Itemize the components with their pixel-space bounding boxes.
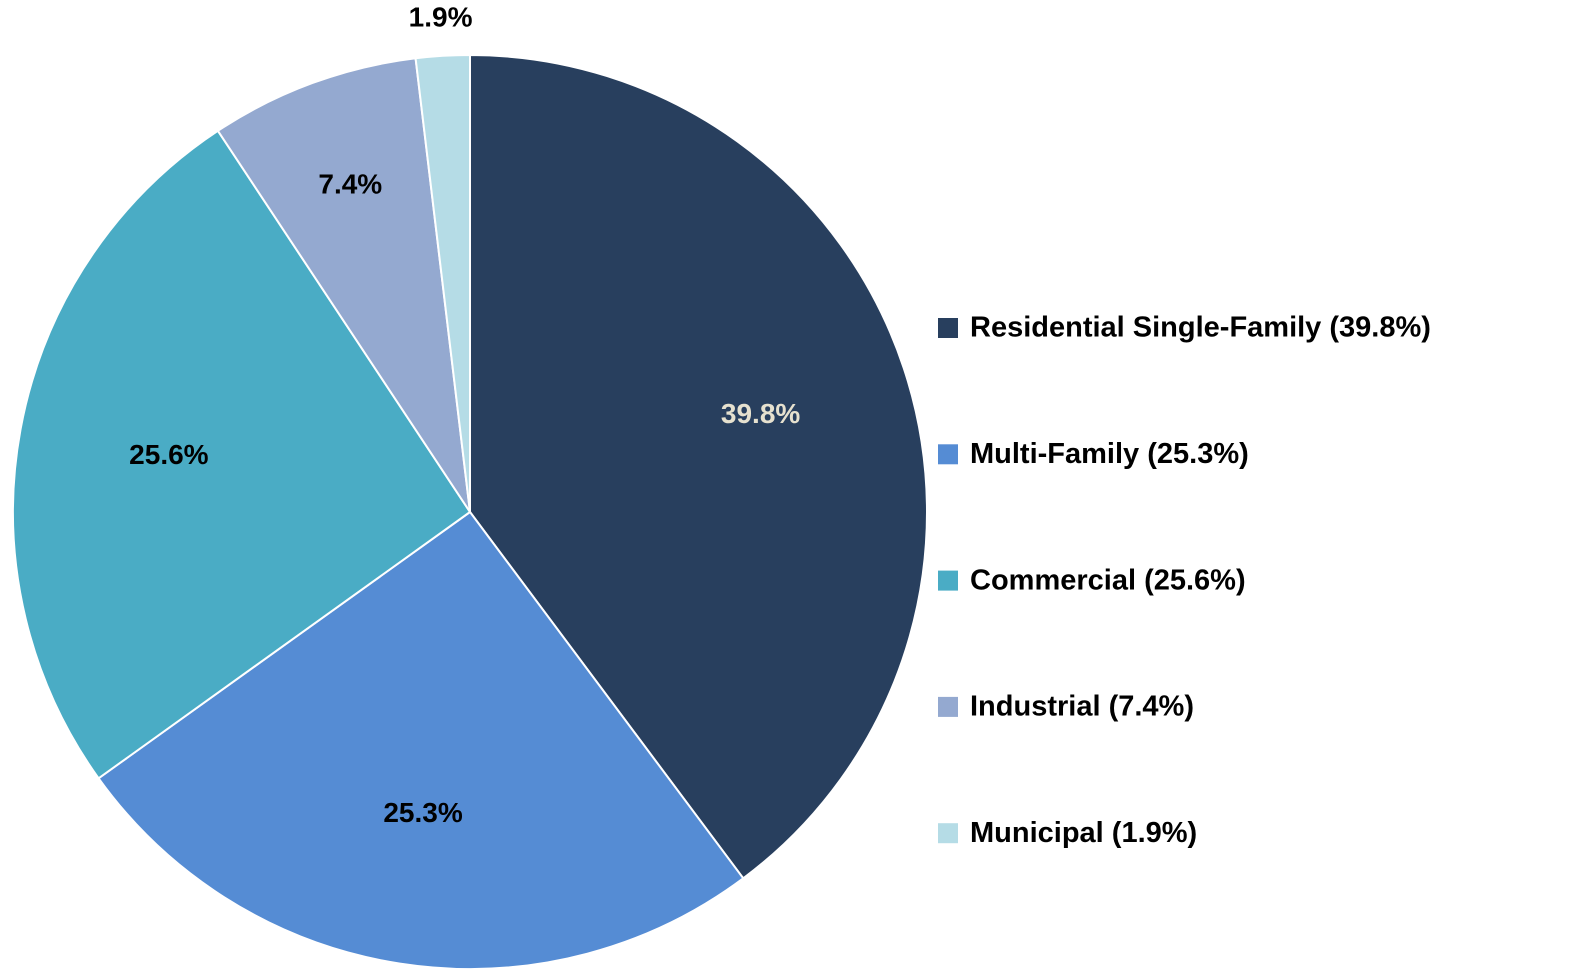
legend-swatch [938,570,958,591]
legend-label: Municipal (1.9%) [970,817,1197,849]
legend-label: Residential Single-Family (39.8%) [970,312,1431,344]
data-label: 25.3% [383,797,462,828]
legend-swatch [938,823,958,844]
legend-swatch [938,318,958,338]
legend-swatch [938,696,958,717]
data-label: 7.4% [318,168,382,199]
legend-label: Industrial (7.4%) [970,691,1194,723]
data-label: 1.9% [409,2,473,33]
legend-swatch [938,444,958,465]
legend-label: Commercial (25.6%) [970,564,1246,596]
pie-slice [12,129,472,780]
pie-slice [414,53,471,513]
legend-label: Multi-Family (25.3%) [970,438,1249,470]
pie-slice [469,53,928,880]
data-label: 25.6% [129,439,208,470]
pie-slice [97,510,745,970]
pie-slice [216,57,471,513]
data-label: 39.8% [721,398,800,429]
